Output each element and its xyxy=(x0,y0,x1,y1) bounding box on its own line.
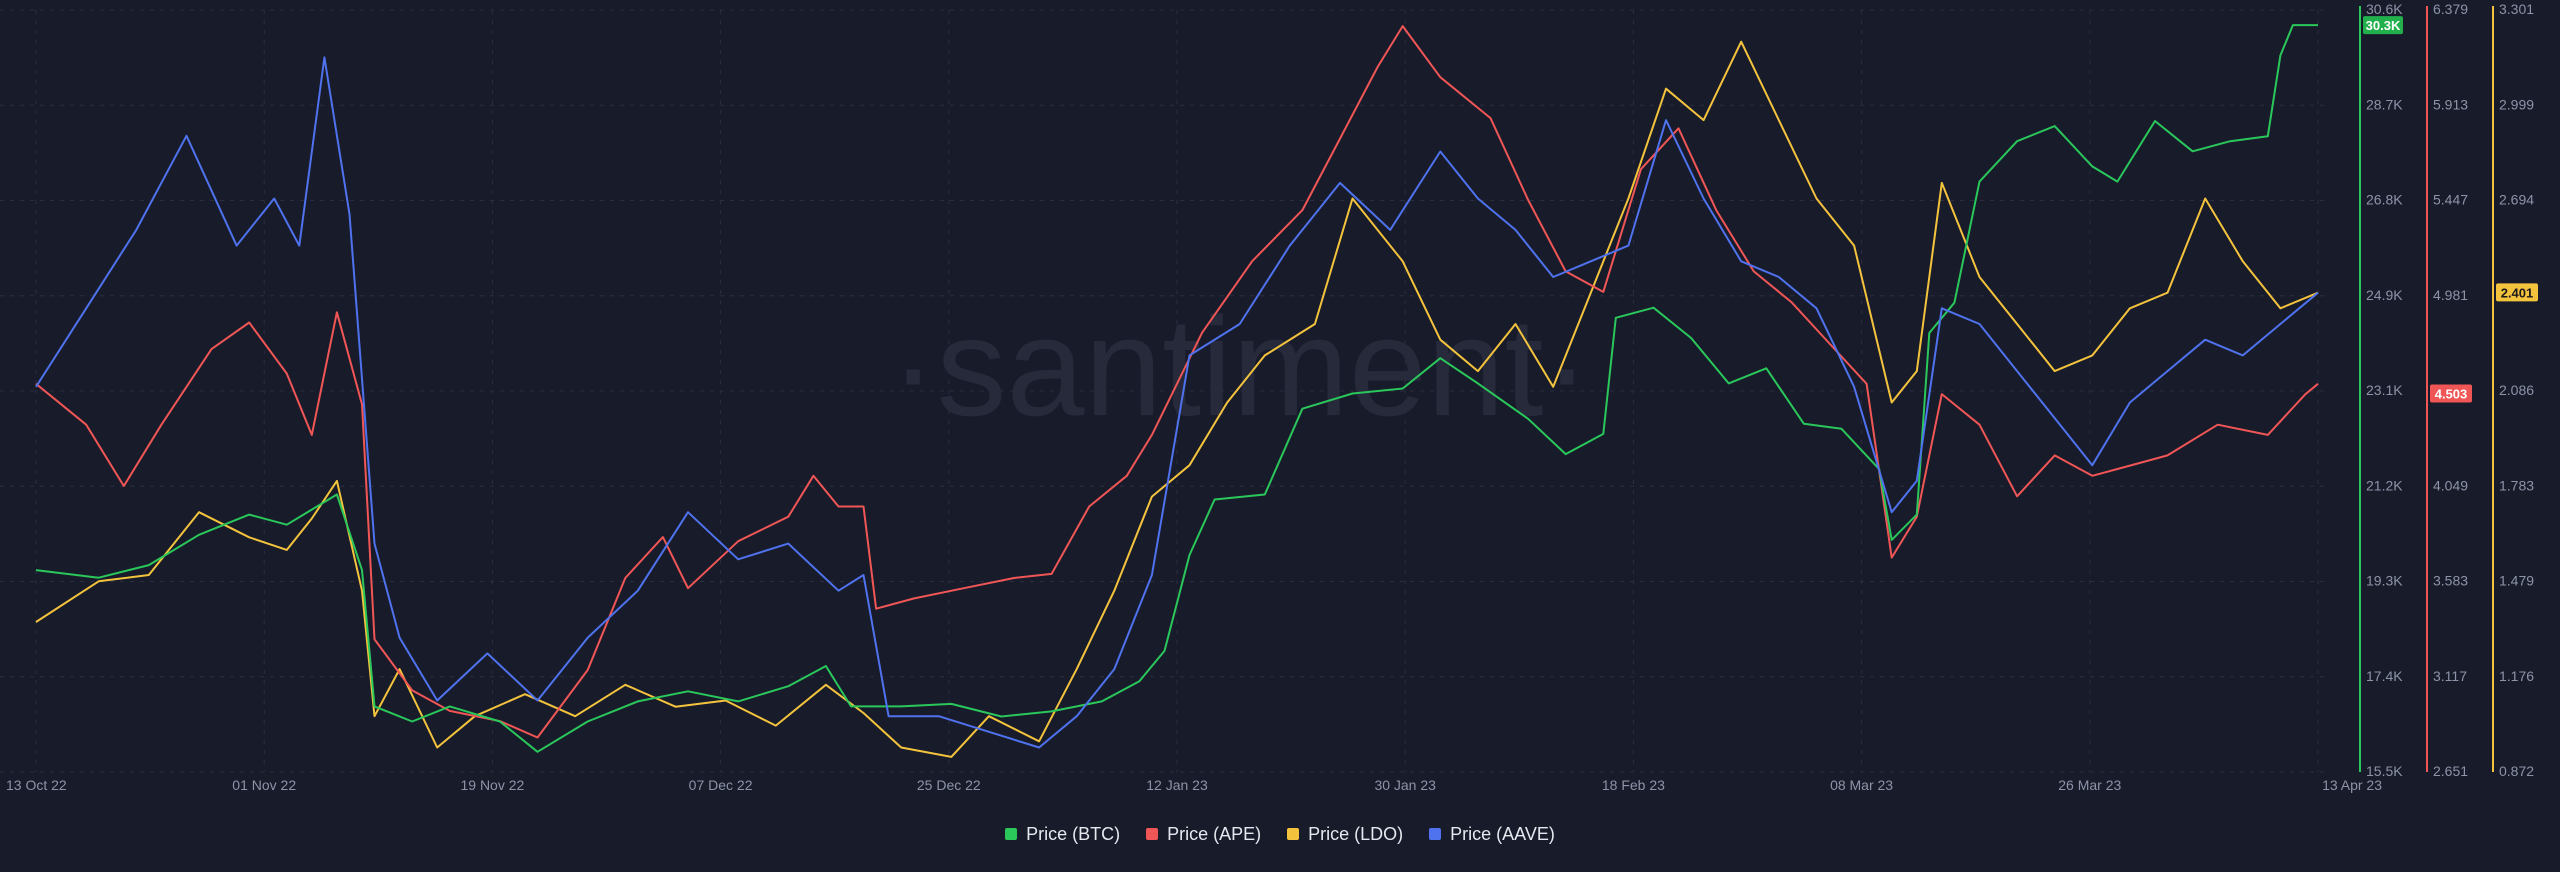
legend-item-btc[interactable]: Price (BTC) xyxy=(1005,824,1120,845)
axis-tick-label-btc: 19.3K xyxy=(2366,573,2403,589)
axis-tick-label-ldo: 2.999 xyxy=(2499,96,2534,112)
watermark: ·santiment· xyxy=(890,288,1590,445)
axis-tick-label-ape: 4.981 xyxy=(2433,287,2468,303)
axis-tick-label-btc: 21.2K xyxy=(2366,477,2403,493)
axis-tick-label-ldo: 2.694 xyxy=(2499,192,2534,208)
series-line-priceldo xyxy=(35,40,2319,758)
axis-tick-label-ape: 5.913 xyxy=(2433,96,2468,112)
axis-tick-label-btc: 15.5K xyxy=(2366,763,2403,779)
x-tick-label: 30 Jan 23 xyxy=(1374,777,1436,793)
axis-tick-label-ldo: 1.479 xyxy=(2499,573,2534,589)
legend: Price (BTC) Price (APE) Price (LDO) Pric… xyxy=(0,818,2560,850)
current-value-label-ape: 4.503 xyxy=(2435,386,2468,401)
x-axis: 13 Oct 22 01 Nov 22 19 Nov 22 07 Dec 22 25 D… xyxy=(6,777,2382,793)
axis-tick-label-ape: 3.117 xyxy=(2433,668,2467,684)
axis-tick-label-btc: 17.4K xyxy=(2366,668,2403,684)
legend-item-ldo[interactable]: Price (LDO) xyxy=(1287,824,1403,845)
axis-tick-label-ldo: 1.176 xyxy=(2499,668,2534,684)
axis-tick-label-btc: 24.9K xyxy=(2366,287,2403,303)
axis-tick-label-btc: 28.7K xyxy=(2366,96,2403,112)
series-line-priceaave xyxy=(35,56,2319,749)
legend-label-aave: Price (AAVE) xyxy=(1450,823,1555,844)
legend-swatch-ldo xyxy=(1287,828,1300,840)
x-tick-label: 01 Nov 22 xyxy=(232,777,296,793)
legend-label-ldo: Price (LDO) xyxy=(1308,823,1404,844)
axis-tick-label-btc: 26.8K xyxy=(2366,192,2403,208)
series-line-pricebtc xyxy=(35,24,2318,753)
axis-tick-label-ape: 6.379 xyxy=(2433,1,2468,17)
axis-tick-label-ape: 4.049 xyxy=(2433,477,2468,493)
legend-label-ape: Price (APE) xyxy=(1167,823,1262,844)
x-tick-label: 25 Dec 22 xyxy=(917,777,981,793)
x-tick-label: 12 Jan 23 xyxy=(1146,777,1208,793)
axis-tick-label-ldo: 2.086 xyxy=(2499,382,2534,398)
current-value-badge-btc xyxy=(2363,16,2403,35)
x-tick-label: 08 Mar 23 xyxy=(1830,777,1893,793)
legend-item-ape[interactable]: Price (APE) xyxy=(1146,824,1261,845)
current-value-label-ldo: 2.401 xyxy=(2501,285,2534,300)
x-tick-label: 13 Apr 23 xyxy=(2322,777,2382,793)
legend-swatch-aave xyxy=(1429,828,1442,840)
series-line-priceape xyxy=(35,25,2319,739)
axis-tick-label-ape: 3.583 xyxy=(2433,573,2468,589)
x-tick-label: 19 Nov 22 xyxy=(460,777,524,793)
axis-tick-label-ldo: 1.783 xyxy=(2499,477,2534,493)
axis-tick-label-btc: 23.1K xyxy=(2366,382,2403,398)
x-tick-label: 18 Feb 23 xyxy=(1602,777,1665,793)
axis-tick-label-ape: 2.651 xyxy=(2433,763,2468,779)
legend-swatch-ape xyxy=(1146,828,1159,840)
axis-tick-label-ldo: 3.301 xyxy=(2499,1,2534,17)
x-tick-label: 26 Mar 23 xyxy=(2058,777,2121,793)
legend-label-btc: Price (BTC) xyxy=(1026,823,1121,844)
axis-tick-label-btc: 30.6K xyxy=(2366,1,2403,17)
axis-tick-label-ape: 5.447 xyxy=(2433,192,2468,208)
series-layer xyxy=(35,24,2319,758)
axes-layer: 30.6K 28.7K 26.8K 24.9K 23.1K 21.2K 19.3K 17.4K… xyxy=(2359,1,2538,779)
current-value-badge-ape xyxy=(2430,384,2472,403)
axis-tick-label-ldo: 0.872 xyxy=(2499,763,2534,779)
current-value-label-btc: 30.3K xyxy=(2366,18,2401,33)
legend-swatch-btc xyxy=(1005,828,1018,840)
grid-layer xyxy=(0,9,2328,773)
legend-item-aave[interactable]: Price (AAVE) xyxy=(1429,824,1555,845)
current-value-badge-ldo xyxy=(2496,283,2538,302)
x-tick-label: 13 Oct 22 xyxy=(6,777,67,793)
x-tick-label: 07 Dec 22 xyxy=(689,777,753,793)
